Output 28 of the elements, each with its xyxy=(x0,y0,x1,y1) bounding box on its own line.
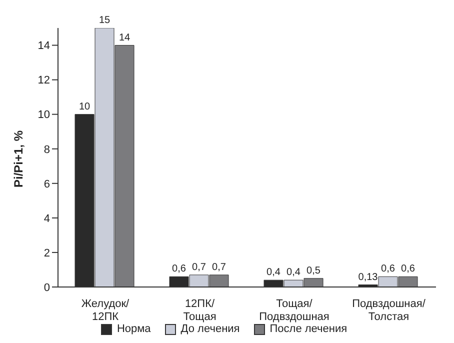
y-tick-label: 10 xyxy=(38,109,50,122)
data-label: 0,6 xyxy=(172,264,186,275)
data-label: 0,13 xyxy=(358,272,378,283)
data-label: 0,4 xyxy=(266,267,281,278)
data-label: 15 xyxy=(98,15,111,26)
y-tick-label: 2 xyxy=(44,247,50,260)
y-tick-label: 14 xyxy=(38,40,50,52)
data-label: 0,5 xyxy=(306,265,321,276)
data-label: 0,4 xyxy=(286,267,301,278)
data-label: 10 xyxy=(78,101,91,112)
x-tick-label: 12ПК/ Тощая xyxy=(183,298,216,323)
y-axis-title: Pi/Pi+1, % xyxy=(11,130,26,188)
y-tick-label: 0 xyxy=(44,282,50,294)
x-tick-label: Желудок/ 12ПК xyxy=(81,298,130,323)
data-label: 0,7 xyxy=(192,262,206,273)
y-tick-label: 6 xyxy=(44,178,50,190)
x-tick-label: Подвздошная/ Толстая xyxy=(352,298,426,323)
data-label: 0,6 xyxy=(381,264,396,275)
data-label: 14 xyxy=(118,32,131,44)
legend-label: Норма xyxy=(116,323,151,335)
data-label: 0,6 xyxy=(401,264,416,275)
y-tick-label: 4 xyxy=(44,212,50,225)
y-tick-label: 12 xyxy=(38,74,50,87)
legend-label: До лечения xyxy=(180,323,240,335)
data-label: 0,7 xyxy=(212,262,226,273)
x-tick-label: Тощая/ Подвздошная xyxy=(259,298,330,323)
y-tick-label: 8 xyxy=(44,144,50,156)
legend-label: После лечения xyxy=(270,323,348,335)
